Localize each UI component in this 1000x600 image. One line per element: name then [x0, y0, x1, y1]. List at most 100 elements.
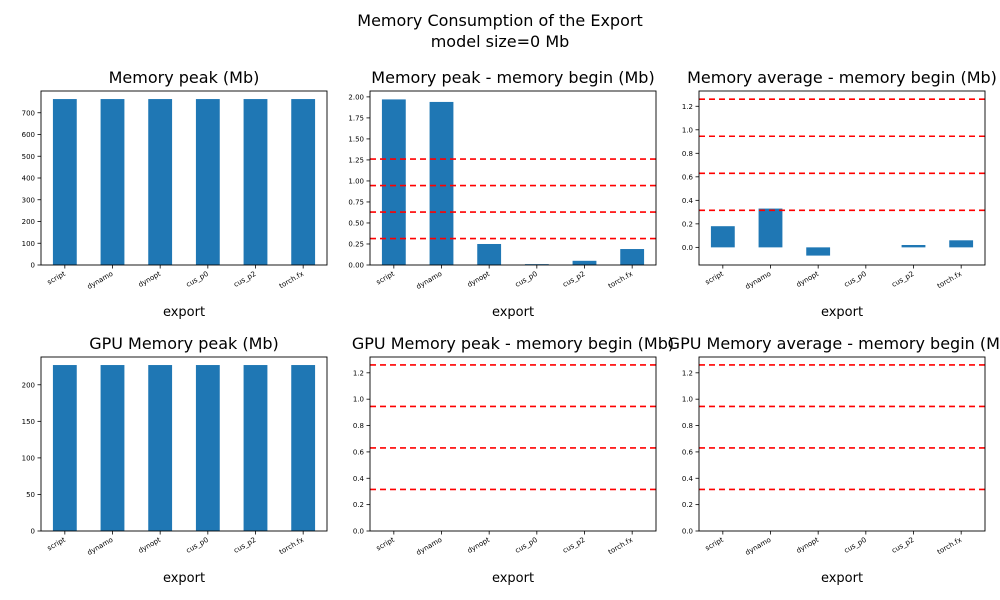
y-tick-label: 1.00: [348, 177, 364, 185]
bar-dynopt: [477, 243, 502, 265]
y-tick-label: 0.8: [682, 422, 693, 430]
x-tick-label-cus_p2: cus_p2: [561, 536, 586, 555]
x-tick-label-torch.fx: torch.fx: [936, 536, 963, 556]
y-tick-label: 2.00: [348, 93, 364, 101]
x-tick-label-cus_p0: cus_p0: [514, 270, 539, 289]
x-tick-label-cus_p0: cus_p0: [185, 270, 210, 289]
axes-frame: [698, 90, 986, 266]
x-tick-label-cus_p0: cus_p0: [514, 536, 539, 555]
subplot-title: GPU Memory peak - memory begin (Mb): [352, 334, 674, 353]
bar-cus_p2: [572, 260, 597, 265]
bar-torch.fx: [949, 240, 974, 248]
bar-torch.fx: [291, 365, 316, 531]
bars: [52, 365, 316, 531]
x-tick-label-cus_p2: cus_p2: [890, 270, 915, 289]
bars: [699, 98, 985, 256]
x-axis-label: export: [492, 305, 534, 320]
bars: [52, 99, 316, 265]
y-tick-label: 0.6: [353, 448, 365, 456]
x-tick-label-dynopt: dynopt: [466, 536, 491, 555]
x-tick-label-script: script: [375, 270, 396, 287]
bar-torch.fx: [291, 99, 316, 265]
subplot-1: 0 100 200 300 400 500 600 700 script dynamo dynopt…: [22, 68, 328, 320]
x-tick-label-dynamo: dynamo: [415, 270, 444, 291]
y-tick-label: 0.75: [348, 198, 364, 206]
subplot-title: Memory peak - memory begin (Mb): [371, 68, 654, 87]
y-tick-label: 0.0: [682, 528, 693, 536]
y-tick-label: 700: [22, 109, 35, 117]
y-tick-label: 0.8: [682, 150, 693, 158]
y-tick-label: 0.6: [682, 448, 694, 456]
x-axis-label: export: [821, 571, 863, 586]
x-tick-label-dynamo: dynamo: [86, 270, 115, 291]
y-tick-label: 500: [22, 153, 35, 161]
x-tick-label-cus_p0: cus_p0: [843, 536, 868, 555]
x-tick-label-script: script: [46, 536, 67, 553]
bar-cus_p0: [195, 365, 220, 531]
y-tick-label: 0.2: [353, 501, 364, 509]
x-axis-label: export: [163, 305, 205, 320]
y-tick-label: 0.2: [682, 501, 693, 509]
y-tick-label: 1.0: [682, 396, 693, 404]
x-tick-label-torch.fx: torch.fx: [278, 536, 305, 556]
x-axis-label: export: [492, 571, 534, 586]
subplot-title: GPU Memory average - memory begin (Mb): [668, 334, 1000, 353]
x-tick-label-cus_p2: cus_p2: [232, 270, 257, 289]
y-tick-label: 0: [31, 528, 35, 536]
bar-dynamo: [100, 365, 125, 531]
bar-dynamo: [758, 208, 783, 248]
y-tick-label: 0.2: [682, 220, 693, 228]
y-tick-label: 50: [26, 491, 35, 499]
x-tick-label-script: script: [704, 270, 725, 287]
bar-dynopt: [148, 99, 173, 265]
x-tick-label-cus_p0: cus_p0: [843, 270, 868, 289]
y-tick-label: 0.0: [353, 528, 364, 536]
bar-script: [381, 99, 406, 265]
x-tick-label-cus_p2: cus_p2: [561, 270, 586, 289]
x-tick-label-dynopt: dynopt: [137, 536, 162, 555]
bar-dynopt: [148, 365, 173, 531]
figure-title-line1: Memory Consumption of the Export: [357, 11, 642, 30]
x-tick-label-dynopt: dynopt: [137, 270, 162, 289]
bar-dynopt: [806, 247, 831, 256]
bar-torch.fx: [620, 249, 645, 265]
y-tick-label: 0.8: [353, 422, 364, 430]
bar-dynamo: [100, 99, 125, 265]
y-tick-label: 1.0: [682, 126, 693, 134]
y-tick-label: 1.2: [682, 103, 693, 111]
x-tick-label-dynopt: dynopt: [795, 536, 820, 555]
y-tick-label: 0.4: [682, 475, 694, 483]
y-tick-label: 200: [22, 218, 35, 226]
axes-frame: [369, 356, 657, 532]
bars: [699, 364, 985, 491]
x-tick-label-script: script: [375, 536, 396, 553]
bars: [370, 364, 656, 491]
y-tick-label: 1.2: [682, 369, 693, 377]
axes-frame: [40, 90, 328, 266]
bar-script: [710, 226, 735, 248]
y-tick-label: 0.25: [348, 240, 364, 248]
bar-cus_p2: [243, 365, 268, 531]
x-tick-label-script: script: [46, 270, 67, 287]
y-tick-label: 1.2: [353, 369, 364, 377]
bar-cus_p0: [195, 99, 220, 265]
x-tick-label-torch.fx: torch.fx: [936, 270, 963, 290]
x-tick-label-torch.fx: torch.fx: [278, 270, 305, 290]
subplot-title: GPU Memory peak (Mb): [89, 334, 279, 353]
y-tick-label: 1.75: [348, 114, 364, 122]
y-tick-label: 1.0: [353, 396, 364, 404]
subplot-3: 0.0 0.2 0.4 0.6 0.8 1.0 1.2 script dynamo dynopt c…: [682, 68, 997, 320]
bar-dynamo: [429, 101, 454, 265]
y-tick-label: 0.50: [348, 219, 364, 227]
y-tick-label: 600: [22, 131, 35, 139]
x-tick-label-dynopt: dynopt: [466, 270, 491, 289]
x-tick-label-dynamo: dynamo: [744, 270, 773, 291]
x-tick-label-cus_p2: cus_p2: [890, 536, 915, 555]
x-tick-label-script: script: [704, 536, 725, 553]
subplot-title: Memory peak (Mb): [109, 68, 260, 87]
y-tick-label: 100: [22, 454, 35, 462]
bars: [370, 99, 656, 265]
figure-title-line2: model size=0 Mb: [431, 32, 570, 51]
x-tick-label-cus_p0: cus_p0: [185, 536, 210, 555]
